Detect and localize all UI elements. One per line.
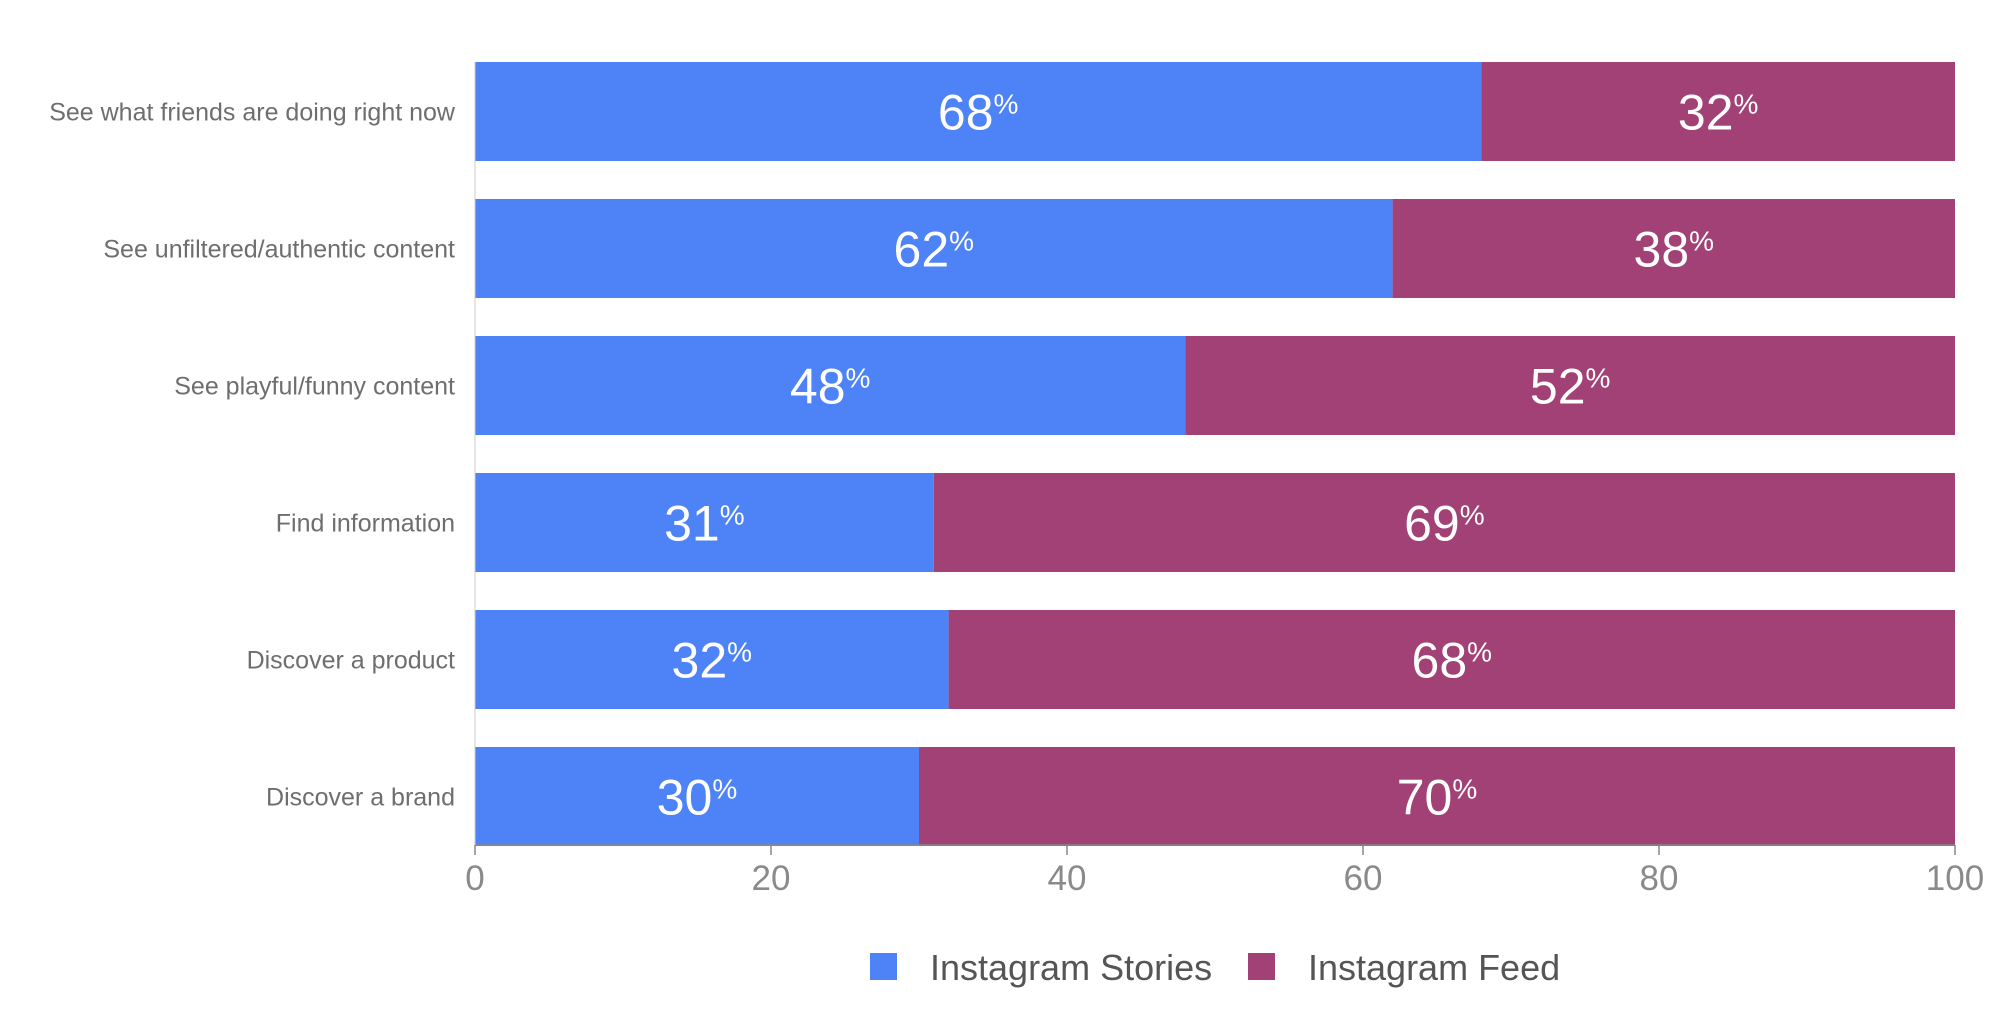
data-labels-layer: 68% 32% 62% 38% 48% 52% 31% 69% 32% 68% 30% 70%	[657, 85, 1759, 826]
x-tick-label: 60	[1344, 859, 1383, 898]
data-label: 32%	[1678, 85, 1759, 141]
legend-swatch	[870, 953, 897, 980]
bar-segment-stories	[475, 473, 934, 572]
data-label: 32%	[672, 633, 753, 689]
bar-segment-stories	[475, 336, 1186, 435]
bar-segment-stories	[475, 199, 1393, 298]
x-axis: 0 20 40 60 80 100	[465, 62, 1984, 898]
bar-segment-stories	[475, 747, 919, 846]
legend: Instagram Stories Instagram Feed	[870, 947, 1560, 988]
x-tick-label: 100	[1926, 859, 1984, 898]
legend-label: Instagram Stories	[930, 947, 1212, 988]
bar-segment-feed	[933, 473, 1955, 572]
legend-item-stories: Instagram Stories	[870, 947, 1212, 988]
data-label: 48%	[790, 359, 871, 415]
legend-swatch	[1248, 953, 1275, 980]
x-tick-label: 0	[465, 859, 484, 898]
data-label: 70%	[1397, 770, 1478, 826]
category-label: See unfiltered/authentic content	[103, 236, 455, 264]
data-label: 38%	[1634, 222, 1715, 278]
data-label: 30%	[657, 770, 738, 826]
bar-segment-stories	[475, 610, 949, 709]
data-label: 52%	[1530, 359, 1611, 415]
legend-item-feed: Instagram Feed	[1248, 947, 1560, 988]
bar-segment-feed	[919, 747, 1955, 846]
data-label: 68%	[1412, 633, 1493, 689]
data-label: 68%	[938, 85, 1019, 141]
bar-segment-feed	[948, 610, 1955, 709]
bar-segment-stories	[475, 62, 1482, 161]
bars-layer	[475, 62, 1955, 846]
x-tick-label: 20	[752, 859, 791, 898]
category-labels-layer: See what friends are doing right now See …	[49, 99, 456, 812]
data-label: 69%	[1404, 496, 1485, 552]
category-label: See what friends are doing right now	[49, 99, 456, 127]
data-label: 31%	[664, 496, 745, 552]
bar-segment-feed	[1392, 199, 1955, 298]
bar-segment-feed	[1481, 62, 1955, 161]
data-label: 62%	[894, 222, 975, 278]
category-label: Find information	[276, 510, 455, 538]
bar-segment-feed	[1185, 336, 1955, 435]
x-tick-label: 80	[1640, 859, 1679, 898]
category-label: Discover a product	[247, 647, 455, 675]
legend-label: Instagram Feed	[1308, 947, 1560, 988]
x-tick-label: 40	[1048, 859, 1087, 898]
category-label: See playful/funny content	[174, 373, 455, 401]
category-label: Discover a brand	[266, 784, 455, 812]
